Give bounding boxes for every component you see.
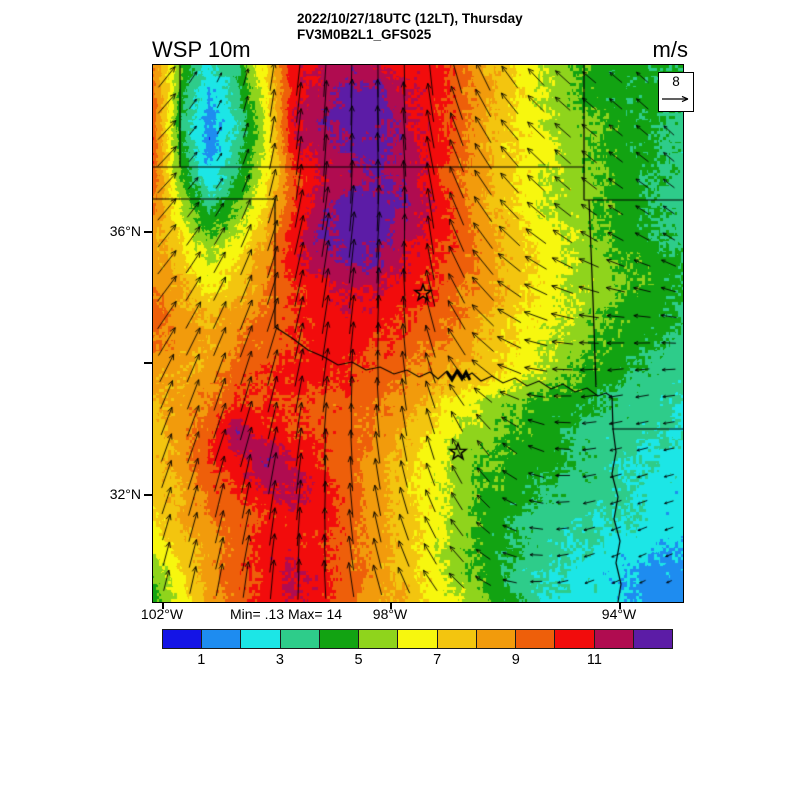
colorbar-tick-label: 3: [275, 652, 284, 668]
forecast-datetime: 2022/10/27/18UTC (12LT), Thursday: [297, 11, 523, 26]
lon-tick: [390, 602, 392, 609]
colorbar-tick-label: 5: [354, 652, 363, 668]
lat-label: 36°N: [109, 223, 141, 239]
colorbar-cell: [632, 629, 674, 649]
lon-tick: [619, 602, 621, 609]
colorbar-cell: [358, 629, 399, 649]
units-label: m/s: [652, 37, 688, 62]
lat-tick: [144, 231, 153, 233]
colorbar-tick-label: 7: [433, 652, 442, 668]
lat-tick: [144, 494, 153, 496]
colorbar-cell: [397, 629, 438, 649]
colorbar-cell: [162, 629, 203, 649]
minmax-stats: Min= .13 Max= 14: [230, 606, 343, 622]
colorbar-tick-label: 11: [586, 652, 602, 668]
model-name: FV3M0B2L1_GFS025: [297, 27, 432, 42]
variable-label: WSP 10m: [152, 37, 251, 62]
lon-tick: [162, 602, 164, 609]
colorbar-cell: [279, 629, 320, 649]
reference-arrow-value: 8: [672, 74, 680, 89]
colorbar-cell: [475, 629, 517, 649]
reference-arrow-box: 8: [658, 72, 694, 112]
colorbar-tick-label: 1: [197, 652, 206, 668]
map-canvas: [153, 65, 683, 602]
colorbar-cell: [593, 629, 634, 649]
colorbar: [162, 629, 674, 649]
colorbar-cell: [240, 629, 281, 649]
colorbar-tick-label: 9: [511, 652, 520, 668]
lon-label: 94°W: [601, 606, 637, 622]
lat-label: 32°N: [109, 486, 141, 502]
lon-label: 102°W: [140, 606, 184, 622]
map-frame: [152, 64, 684, 603]
lon-label: 98°W: [372, 606, 408, 622]
colorbar-cell: [436, 629, 477, 649]
reference-arrow-icon: [662, 95, 689, 103]
colorbar-cell: [201, 629, 242, 649]
colorbar-cell: [515, 629, 556, 649]
colorbar-cell: [554, 629, 595, 649]
lat-tick: [144, 362, 153, 364]
colorbar-cell: [318, 629, 360, 649]
